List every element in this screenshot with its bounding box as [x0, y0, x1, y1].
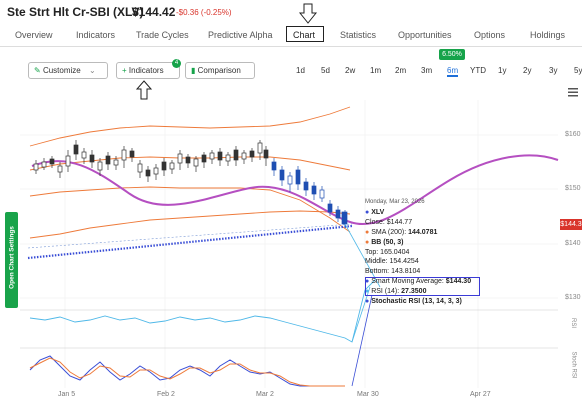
current-price-tag: $144.3	[560, 219, 582, 230]
x-tick-feb2: Feb 2	[157, 391, 175, 398]
range-6m[interactable]: 6m	[447, 66, 459, 77]
tooltip-date: Monday, Mar 23, 2026	[365, 199, 425, 205]
tooltip-stoch: ● Stochastic RSI (13, 14, 3, 3)	[365, 298, 462, 306]
y-tick-160: $160	[565, 131, 581, 138]
open-chart-settings-label: Open Chart Settings	[8, 226, 16, 289]
tab-indicators[interactable]: Indicators	[76, 30, 116, 40]
stoch-panel-label: Stoch RSI	[570, 351, 577, 379]
tooltip-symbol: ● XLV	[365, 208, 385, 216]
tab-chart[interactable]: Chart	[286, 26, 324, 42]
regression-line	[27, 223, 353, 249]
indicators-label: Indicators	[128, 66, 164, 75]
stoch-connector	[351, 294, 373, 387]
chart-tooltip: Monday, Mar 23, 2026 ● XLV Close: $144.7…	[365, 198, 491, 307]
range-5y[interactable]: 5y	[574, 66, 582, 75]
range-change-badge: 6.50%	[439, 49, 465, 60]
range-1m[interactable]: 1m	[370, 66, 382, 75]
price-change: -$0.36 (-0.25%)	[176, 8, 232, 17]
chart-toolbar: ✎ Customize ⌄ + Indicators 4 ▮ Compariso…	[0, 58, 582, 84]
tab-predictive-alpha[interactable]: Predictive Alpha	[208, 30, 273, 40]
comparison-button[interactable]: ▮ Comparison	[185, 62, 255, 79]
range-3y[interactable]: 3y	[549, 66, 558, 75]
y-tick-130: $130	[565, 294, 581, 301]
chevron-down-icon: ⌄	[88, 66, 96, 75]
tab-trade-cycles[interactable]: Trade Cycles	[136, 30, 189, 40]
rsi-connector	[351, 286, 371, 343]
tooltip-rsi: ● RSI (14): 27.3500	[365, 288, 427, 296]
tab-holdings[interactable]: Holdings	[530, 30, 566, 40]
open-chart-settings-button[interactable]: Open Chart Settings	[5, 212, 18, 308]
indicators-arrow-icon	[135, 80, 153, 100]
indicators-button[interactable]: + Indicators	[116, 62, 180, 79]
customize-button[interactable]: ✎ Customize ⌄	[28, 62, 108, 79]
stoch-k-line	[29, 355, 345, 387]
tooltip-sma: ● SMA (200): 144.0781	[365, 228, 438, 236]
stoch-d-line	[29, 357, 345, 387]
range-3m[interactable]: 3m	[421, 66, 433, 75]
plus-icon: +	[122, 66, 127, 75]
tooltip-bb: ● BB (50, 3)	[365, 238, 404, 246]
x-tick-jan5: Jan 5	[58, 391, 76, 398]
tooltip-bb-top: Top: 165.0404	[365, 248, 410, 256]
bb-bottom-line	[29, 186, 351, 233]
bb-middle-line	[29, 156, 351, 171]
range-2w[interactable]: 2w	[345, 66, 356, 75]
tooltip-bb-middle: Middle: 154.4254	[365, 258, 419, 266]
current-price: $144.42	[132, 5, 176, 19]
range-5d[interactable]: 5d	[321, 66, 330, 75]
tab-statistics[interactable]: Statistics	[340, 30, 377, 40]
y-tick-140: $140	[565, 240, 581, 247]
bar-chart-icon: ▮	[191, 66, 196, 75]
rsi-line	[29, 279, 376, 343]
tooltip-connector	[344, 223, 381, 288]
pencil-icon: ✎	[34, 66, 41, 75]
comparison-label: Comparison	[197, 66, 241, 75]
price-chart[interactable]	[0, 90, 582, 390]
range-1y[interactable]: 1y	[498, 66, 507, 75]
y-tick-150: $150	[565, 185, 581, 192]
hamburger-menu-icon[interactable]	[568, 84, 578, 102]
chart-tab-arrow-icon	[298, 3, 318, 24]
x-tick-mar2: Mar 2	[256, 391, 274, 398]
candlesticks	[33, 140, 269, 182]
hover-point	[343, 220, 347, 224]
customize-label: Customize	[42, 66, 81, 75]
range-1d[interactable]: 1d	[296, 66, 305, 75]
x-tick-apr27: Apr 27	[470, 391, 491, 398]
tooltip-highlight-box	[365, 277, 480, 296]
header: Ste Strt Hlt Cr-SBI (XLV) $144.42 -$0.36…	[0, 0, 582, 22]
tab-options[interactable]: Options	[474, 30, 506, 40]
tab-bar: Overview Indicators Trade Cycles Predict…	[0, 24, 582, 47]
tooltip-smart-ma: ● Smart Moving Average: $144.30	[365, 278, 472, 286]
symbol-title: Ste Strt Hlt Cr-SBI (XLV)	[7, 5, 144, 19]
x-tick-mar30: Mar 30	[357, 391, 379, 398]
tab-overview[interactable]: Overview	[15, 30, 53, 40]
range-2y[interactable]: 2y	[523, 66, 532, 75]
trade-cycle-line	[31, 154, 559, 225]
tooltip-close: Close: $144.77	[365, 218, 413, 226]
range-2m[interactable]: 2m	[395, 66, 407, 75]
tab-opportunities[interactable]: Opportunities	[398, 30, 452, 40]
blue-candlesticks	[271, 158, 348, 228]
indicators-count-badge: 4	[172, 59, 181, 68]
bb-top-line	[29, 106, 351, 147]
rsi-panel-label: RSI	[570, 317, 577, 329]
range-ytd[interactable]: YTD	[470, 66, 486, 75]
smart-moving-average-line	[27, 224, 353, 260]
tooltip-bb-bottom: Bottom: 143.8104	[365, 268, 421, 276]
sma-200-line	[29, 210, 351, 239]
